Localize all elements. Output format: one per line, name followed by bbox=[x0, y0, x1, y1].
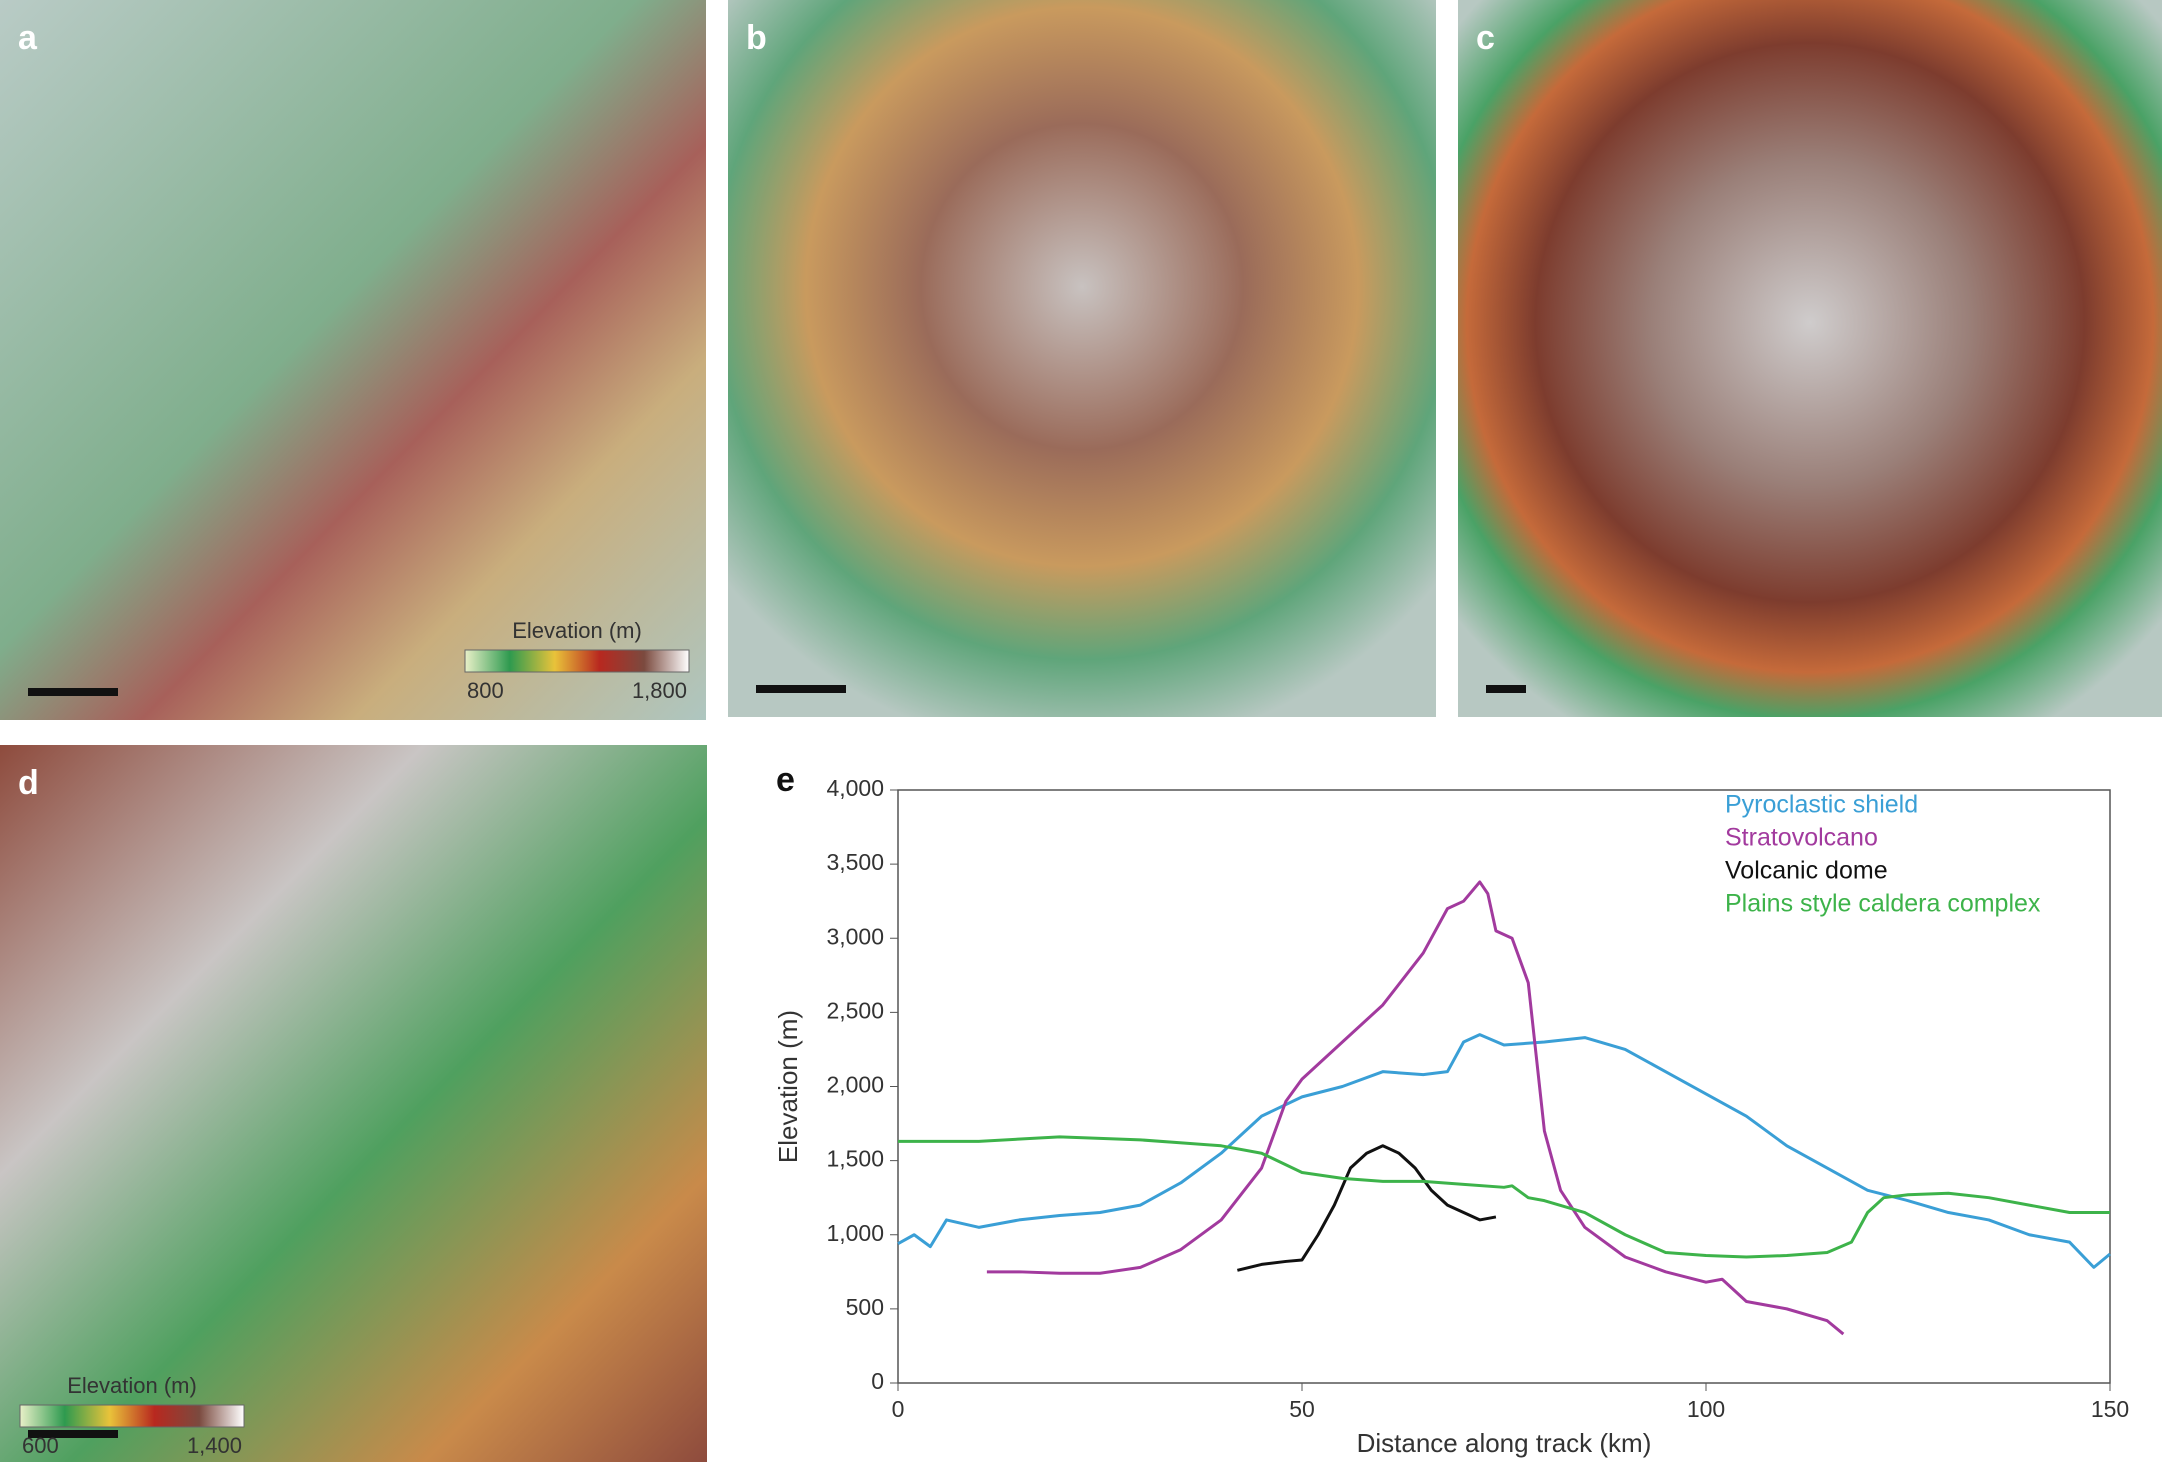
y-tick-label: 2,000 bbox=[826, 1072, 884, 1098]
map-image bbox=[728, 0, 1436, 717]
legend-entry: Volcanic dome bbox=[1725, 857, 1888, 885]
colorbar-max: 1,400 bbox=[187, 1433, 242, 1458]
colorbar bbox=[464, 649, 690, 673]
colorbar-min: 800 bbox=[467, 678, 504, 703]
y-tick-label: 3,000 bbox=[826, 923, 884, 949]
plot-frame bbox=[897, 789, 2111, 1384]
panel-letter: e bbox=[776, 761, 795, 799]
map-image bbox=[0, 0, 706, 720]
colorbar-title: Elevation (m) bbox=[67, 1373, 197, 1398]
series-line bbox=[898, 1135, 2110, 1259]
y-tick-label: 1,500 bbox=[826, 1146, 884, 1172]
y-tick-label: 3,500 bbox=[826, 849, 884, 875]
x-tick-label: 50 bbox=[1289, 1396, 1315, 1422]
panel-letter: c bbox=[1476, 19, 1495, 57]
line-chart: e05001,0001,5002,0002,5003,0003,5004,000… bbox=[773, 761, 2129, 1458]
x-tick-label: 0 bbox=[892, 1396, 905, 1422]
series-line bbox=[986, 880, 1845, 1336]
y-axis-title: Elevation (m) bbox=[773, 1010, 803, 1163]
panel-letter: b bbox=[746, 19, 767, 57]
colorbar-title: Elevation (m) bbox=[512, 618, 642, 643]
y-tick-label: 1,000 bbox=[826, 1220, 884, 1246]
colorbar-max: 1,800 bbox=[632, 678, 687, 703]
legend-entry: Pyroclastic shield bbox=[1725, 791, 1918, 819]
y-tick-label: 4,000 bbox=[826, 775, 884, 801]
legend-entry: Stratovolcano bbox=[1725, 824, 1878, 852]
scale-bar bbox=[756, 685, 846, 693]
y-tick-label: 500 bbox=[846, 1294, 884, 1320]
map-image bbox=[1458, 0, 2162, 717]
x-axis-title: Distance along track (km) bbox=[1357, 1428, 1652, 1458]
panel-letter: a bbox=[18, 19, 38, 57]
colorbar bbox=[19, 1404, 245, 1428]
map-image bbox=[0, 745, 707, 1462]
panel-letter: d bbox=[18, 764, 39, 802]
series-line bbox=[1237, 1144, 1497, 1272]
series-line bbox=[897, 1033, 2111, 1269]
x-tick-label: 150 bbox=[2091, 1396, 2129, 1422]
scale-bar bbox=[28, 688, 118, 696]
scale-bar bbox=[28, 1430, 118, 1438]
y-tick-label: 2,500 bbox=[826, 997, 884, 1023]
colorbar-min: 600 bbox=[22, 1433, 59, 1458]
x-tick-label: 100 bbox=[1687, 1396, 1725, 1422]
scale-bar bbox=[1486, 685, 1526, 693]
legend-entry: Plains style caldera complex bbox=[1725, 890, 2041, 918]
y-tick-label: 0 bbox=[871, 1368, 884, 1394]
